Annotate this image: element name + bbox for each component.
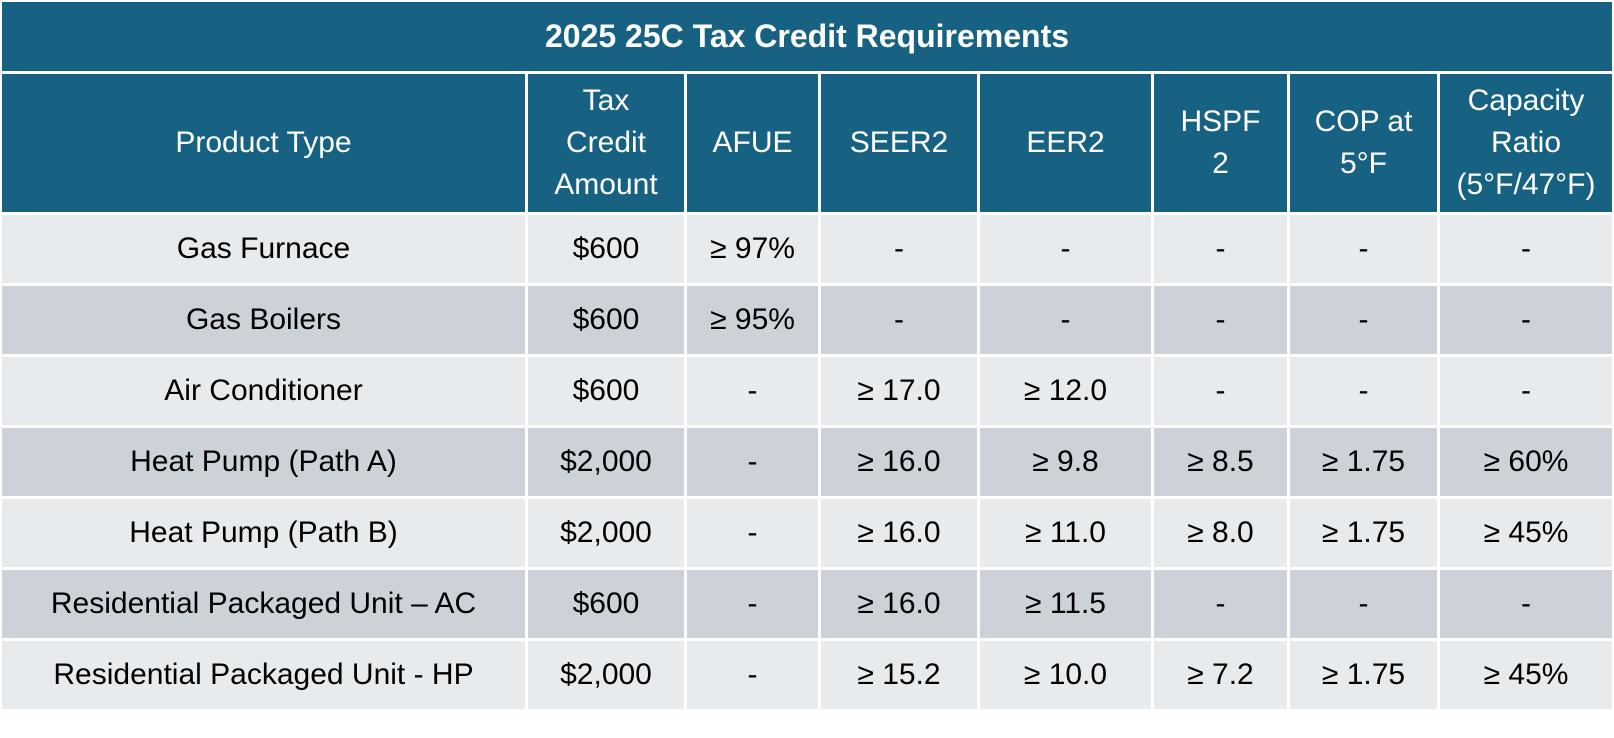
cop-cell: - bbox=[1290, 215, 1440, 286]
hspf2-cell: - bbox=[1154, 570, 1290, 641]
afue-cell: - bbox=[687, 499, 821, 570]
header-tax-credit-amount: Tax Credit Amount bbox=[528, 74, 687, 215]
cop-cell: - bbox=[1290, 570, 1440, 641]
cop-cell: - bbox=[1290, 357, 1440, 428]
hspf2-cell: - bbox=[1154, 286, 1290, 357]
table-row: Gas Furnace $600 ≥ 97% - - - - - bbox=[2, 215, 1612, 286]
requirements-table: Product Type Tax Credit Amount AFUE SEER… bbox=[2, 74, 1612, 712]
eer2-cell: ≥ 11.5 bbox=[980, 570, 1154, 641]
hspf2-cell: ≥ 8.5 bbox=[1154, 428, 1290, 499]
hspf2-cell: ≥ 8.0 bbox=[1154, 499, 1290, 570]
afue-cell: - bbox=[687, 570, 821, 641]
eer2-cell: ≥ 12.0 bbox=[980, 357, 1154, 428]
seer2-cell: ≥ 16.0 bbox=[821, 570, 980, 641]
header-seer2: SEER2 bbox=[821, 74, 980, 215]
table-row: Air Conditioner $600- ≥ 17.0 ≥ 12.0- - - bbox=[2, 357, 1612, 428]
hspf2-cell: - bbox=[1154, 215, 1290, 286]
header-hspf2: HSPF 2 bbox=[1154, 74, 1290, 215]
product-cell: Residential Packaged Unit - HP bbox=[2, 641, 528, 712]
seer2-cell: - bbox=[821, 215, 980, 286]
credit-cell: $2,000 bbox=[528, 428, 687, 499]
capacity-ratio-cell: - bbox=[1440, 570, 1612, 641]
product-cell: Air Conditioner bbox=[2, 357, 528, 428]
capacity-ratio-cell: - bbox=[1440, 286, 1612, 357]
product-cell: Heat Pump (Path B) bbox=[2, 499, 528, 570]
afue-cell: - bbox=[687, 641, 821, 712]
product-cell: Heat Pump (Path A) bbox=[2, 428, 528, 499]
table-row: Gas Boilers $600 ≥ 95% - - - - - bbox=[2, 286, 1612, 357]
seer2-cell: ≥ 16.0 bbox=[821, 499, 980, 570]
seer2-cell: ≥ 16.0 bbox=[821, 428, 980, 499]
hspf2-cell: - bbox=[1154, 357, 1290, 428]
eer2-cell: ≥ 10.0 bbox=[980, 641, 1154, 712]
table-body: Gas Furnace $600 ≥ 97% - - - - - Gas Boilers $600… bbox=[2, 215, 1612, 712]
header-product-type: Product Type bbox=[2, 74, 528, 215]
cop-cell: ≥ 1.75 bbox=[1290, 641, 1440, 712]
credit-cell: $2,000 bbox=[528, 641, 687, 712]
seer2-cell: - bbox=[821, 286, 980, 357]
product-cell: Residential Packaged Unit – AC bbox=[2, 570, 528, 641]
afue-cell: - bbox=[687, 428, 821, 499]
cop-cell: ≥ 1.75 bbox=[1290, 499, 1440, 570]
header-eer2: EER2 bbox=[980, 74, 1154, 215]
eer2-cell: - bbox=[980, 215, 1154, 286]
capacity-ratio-cell: - bbox=[1440, 357, 1612, 428]
capacity-ratio-cell: ≥ 60% bbox=[1440, 428, 1612, 499]
afue-cell: ≥ 95% bbox=[687, 286, 821, 357]
hspf2-cell: ≥ 7.2 bbox=[1154, 641, 1290, 712]
credit-cell: $600 bbox=[528, 357, 687, 428]
header-capacity-ratio: Capacity Ratio (5°F/47°F) bbox=[1440, 74, 1612, 215]
seer2-cell: ≥ 17.0 bbox=[821, 357, 980, 428]
table-title: 2025 25C Tax Credit Requirements bbox=[2, 2, 1612, 71]
cop-cell: - bbox=[1290, 286, 1440, 357]
capacity-ratio-cell: - bbox=[1440, 215, 1612, 286]
afue-cell: ≥ 97% bbox=[687, 215, 821, 286]
eer2-cell: ≥ 9.8 bbox=[980, 428, 1154, 499]
table-row: Heat Pump (Path A) $2,000- ≥ 16.0 ≥ 9.8 ≥ 8.… bbox=[2, 428, 1612, 499]
header-afue: AFUE bbox=[687, 74, 821, 215]
product-cell: Gas Boilers bbox=[2, 286, 528, 357]
table-row: Residential Packaged Unit - HP $2,000- ≥ 1… bbox=[2, 641, 1612, 712]
capacity-ratio-cell: ≥ 45% bbox=[1440, 499, 1612, 570]
seer2-cell: ≥ 15.2 bbox=[821, 641, 980, 712]
eer2-cell: ≥ 11.0 bbox=[980, 499, 1154, 570]
eer2-cell: - bbox=[980, 286, 1154, 357]
header-cop: COP at 5°F bbox=[1290, 74, 1440, 215]
table-row: Residential Packaged Unit – AC $600- ≥ 16.… bbox=[2, 570, 1612, 641]
credit-cell: $600 bbox=[528, 215, 687, 286]
table-row: Heat Pump (Path B) $2,000- ≥ 16.0 ≥ 11.0 ≥ 8… bbox=[2, 499, 1612, 570]
capacity-ratio-cell: ≥ 45% bbox=[1440, 641, 1612, 712]
afue-cell: - bbox=[687, 357, 821, 428]
header-row: Product Type Tax Credit Amount AFUE SEER… bbox=[2, 74, 1612, 215]
credit-cell: $2,000 bbox=[528, 499, 687, 570]
product-cell: Gas Furnace bbox=[2, 215, 528, 286]
cop-cell: ≥ 1.75 bbox=[1290, 428, 1440, 499]
credit-cell: $600 bbox=[528, 286, 687, 357]
credit-cell: $600 bbox=[528, 570, 687, 641]
